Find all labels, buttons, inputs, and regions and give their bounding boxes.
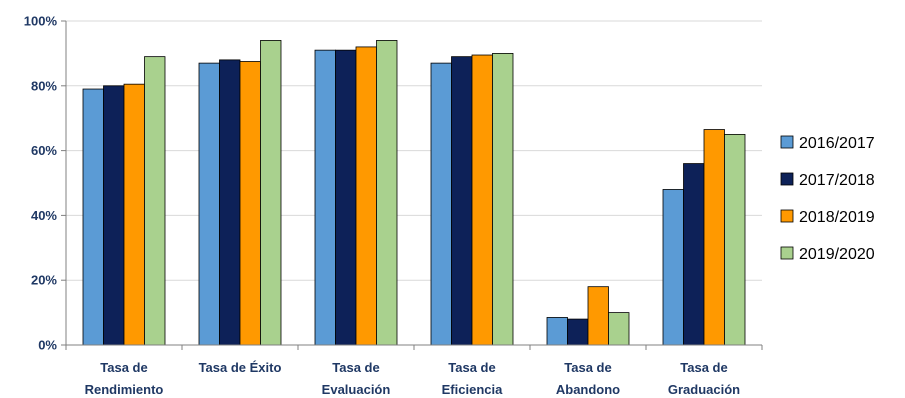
bar [567,318,589,346]
x-category-label: Evaluación [322,382,391,397]
bar [219,59,241,346]
bar [430,62,452,346]
bar [471,54,493,346]
bar [82,88,104,346]
x-category-labels: Tasa de Rendimiento Tasa de Éxito Tasa de Ev… [85,360,741,397]
bar [239,61,261,346]
bar [314,49,336,346]
y-tick-labels: 0% 20% 40% 60% 80% 100% [24,14,58,353]
gridlines [66,20,762,281]
bar [662,189,684,346]
y-tick-label: 80% [31,78,57,93]
x-category-label: Tasa de [332,360,379,375]
x-category-label: Graduación [668,382,740,397]
bar [376,40,398,346]
bars [82,40,746,346]
legend-swatch [780,135,794,149]
bar [492,53,514,346]
legend-swatch [780,172,794,186]
bar [683,163,705,346]
bar [123,83,145,346]
bar [587,286,609,346]
legend-label: 2016/2017 [799,135,875,152]
legend-label: 2018/2019 [799,209,875,226]
bar [546,317,568,346]
x-category-label: Tasa de Éxito [199,360,282,375]
y-tick-label: 60% [31,143,57,158]
axes [61,20,763,350]
x-category-label: Tasa de [100,360,147,375]
legend-label: 2019/2020 [799,246,875,263]
bar [355,46,377,346]
legend-swatch [780,209,794,223]
bar [335,49,357,346]
x-category-label: Eficiencia [442,382,503,397]
y-tick-label: 20% [31,273,57,288]
bar [198,62,220,346]
bar [608,312,630,346]
bar [451,56,473,346]
legend-swatch [780,246,794,260]
x-category-label: Tasa de [680,360,727,375]
y-tick-label: 40% [31,208,57,223]
bar [260,40,282,346]
bar [703,129,725,346]
x-category-label: Tasa de [564,360,611,375]
bar [103,85,125,346]
bar [724,133,746,346]
x-category-label: Abandono [556,382,620,397]
x-category-label: Tasa de [448,360,495,375]
x-category-label: Rendimiento [85,382,164,397]
y-tick-label: 0% [38,338,57,353]
legend: 2016/2017 2017/2018 2018/2019 2019/2020 [780,135,875,263]
y-tick-label: 100% [24,14,58,29]
legend-label: 2017/2018 [799,172,875,189]
bar [144,56,166,346]
